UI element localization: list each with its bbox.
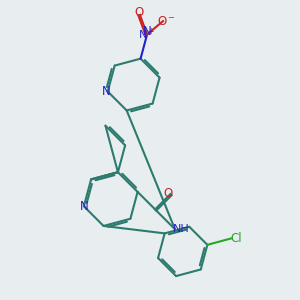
- Text: O: O: [163, 187, 172, 200]
- Text: O: O: [135, 6, 144, 19]
- Text: N$^+$: N$^+$: [138, 27, 156, 42]
- Text: Cl: Cl: [231, 232, 242, 245]
- Text: N: N: [80, 200, 88, 213]
- Text: NH: NH: [172, 224, 189, 234]
- Text: N: N: [143, 26, 152, 38]
- Text: N: N: [102, 85, 110, 98]
- Text: O$^-$: O$^-$: [157, 15, 176, 28]
